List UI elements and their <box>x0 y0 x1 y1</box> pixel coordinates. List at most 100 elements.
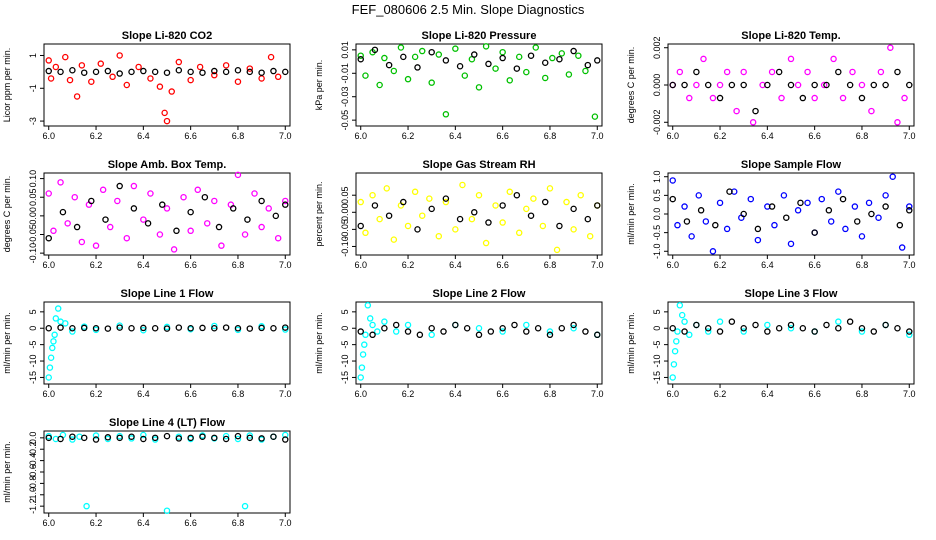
data-point <box>558 50 566 57</box>
data-point <box>669 177 676 184</box>
data-point <box>50 227 57 235</box>
data-point <box>371 46 379 54</box>
data-point <box>669 81 676 89</box>
y-tick-label: 0.002 <box>652 36 662 59</box>
data-point <box>811 81 818 89</box>
data-point <box>140 431 147 439</box>
data-point <box>199 69 206 76</box>
data-point <box>804 68 811 76</box>
data-point <box>64 220 71 227</box>
data-point <box>875 214 882 221</box>
x-tick-label: 6.4 <box>449 131 462 141</box>
x-tick-label: 6.6 <box>496 131 509 141</box>
data-point <box>697 207 705 214</box>
data-point <box>50 338 57 345</box>
data-point <box>546 185 554 192</box>
panel-6: Slope Sample Flow ml/min per min. 6.0 6.2 6.… <box>626 159 916 270</box>
data-point <box>381 324 388 332</box>
data-point <box>54 305 62 312</box>
data-point <box>452 321 459 329</box>
data-point <box>274 234 282 242</box>
data-point <box>385 212 393 219</box>
figure-title: FEF_080606 2.5 Min. Slope Diagnostics <box>352 2 585 17</box>
panel-title: Slope Li-820 Pressure <box>422 30 537 42</box>
y-tick-label: -0.05 <box>28 224 38 245</box>
y-axis-label: Licor ppm per min. <box>2 48 12 123</box>
data-point <box>686 331 693 339</box>
data-point <box>442 195 450 202</box>
data-point <box>442 198 450 206</box>
data-point <box>704 328 712 335</box>
data-point <box>709 94 717 102</box>
x-tick-label: 6.6 <box>184 518 197 528</box>
y-tick-label: 0.05 <box>28 188 38 206</box>
data-point <box>151 324 159 332</box>
data-point <box>418 47 426 55</box>
data-point <box>234 435 242 443</box>
data-point <box>270 324 277 332</box>
data-point <box>558 324 566 332</box>
data-point <box>868 210 875 218</box>
data-point <box>546 328 554 335</box>
data-point <box>515 229 523 237</box>
data-point <box>362 331 369 339</box>
data-point <box>104 325 112 332</box>
x-tick-label: 7.0 <box>279 260 292 270</box>
data-point <box>196 63 204 71</box>
plot-frame <box>43 301 291 385</box>
data-point <box>173 227 180 235</box>
data-point <box>364 302 372 309</box>
data-point <box>506 188 513 196</box>
data-point <box>712 221 719 229</box>
data-point <box>906 207 913 214</box>
panel-title: Slope Line 1 Flow <box>121 288 214 300</box>
panel-title: Slope Li-820 CO2 <box>122 30 212 42</box>
y-tick-label: 0.10 <box>28 170 38 188</box>
data-point <box>187 227 194 235</box>
y-tick-label: 0.5 <box>652 189 662 202</box>
data-point <box>783 214 790 221</box>
y-tick-label: -0.5 <box>652 225 662 241</box>
data-point <box>468 215 476 223</box>
data-point <box>140 326 147 334</box>
data-point <box>499 54 506 62</box>
data-point <box>716 199 724 207</box>
x-tick-label: 6.4 <box>449 389 462 399</box>
panel-9: Slope Line 3 Flow ml/min per min. 6.0 6.2 6.… <box>626 288 916 399</box>
data-point <box>130 182 138 190</box>
data-point <box>591 113 599 120</box>
data-point <box>676 302 684 309</box>
data-point <box>709 248 717 255</box>
data-point <box>527 212 535 219</box>
data-point <box>456 215 464 223</box>
data-point <box>45 190 52 197</box>
x-tick-label: 6.2 <box>714 389 727 399</box>
data-point <box>894 68 901 76</box>
data-point <box>754 225 762 233</box>
data-point <box>211 434 218 442</box>
x-tick-label: 6.4 <box>449 260 462 270</box>
data-point <box>693 68 700 76</box>
data-point <box>175 58 183 66</box>
data-point <box>887 44 894 51</box>
x-tick-label: 6.6 <box>808 260 821 270</box>
x-tick-label: 6.6 <box>184 131 197 141</box>
plot-frame <box>667 172 915 256</box>
y-tick-label: -10 <box>340 355 350 368</box>
data-point <box>272 212 280 220</box>
data-point <box>151 434 159 442</box>
data-point <box>222 62 230 69</box>
data-point <box>858 328 866 335</box>
series-reference <box>45 432 289 443</box>
data-point <box>882 81 889 89</box>
data-point <box>357 198 364 206</box>
data-point <box>246 68 254 76</box>
x-tick-label: 6.4 <box>137 260 150 270</box>
data-point <box>475 331 483 339</box>
data-point <box>541 198 549 206</box>
x-tick-label: 6.0 <box>666 389 679 399</box>
data-point <box>740 81 747 89</box>
panel-1: Slope Li-820 CO2 Licor ppm per min. 6.0 6.2… <box>2 30 292 141</box>
data-point <box>73 93 81 100</box>
data-point <box>485 219 492 226</box>
